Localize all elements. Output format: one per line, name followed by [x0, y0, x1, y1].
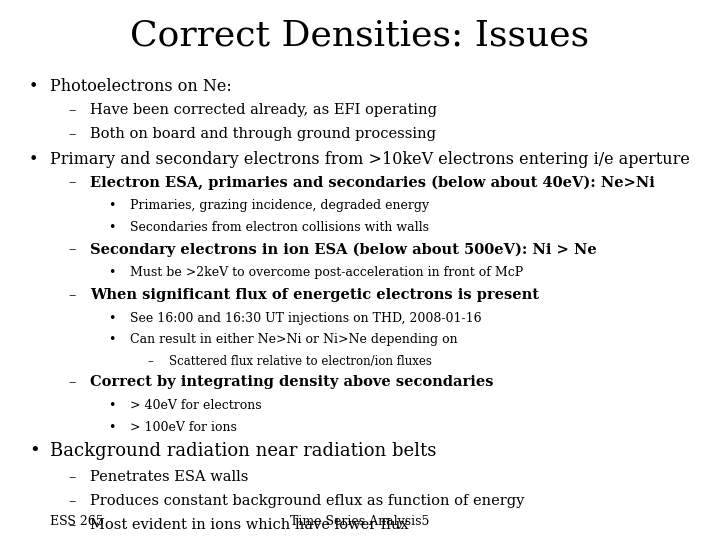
- Text: > 100eV for ions: > 100eV for ions: [130, 421, 236, 434]
- Text: •: •: [29, 151, 38, 167]
- Text: Correct by integrating density above secondaries: Correct by integrating density above sec…: [90, 375, 493, 389]
- Text: •: •: [108, 266, 115, 279]
- Text: –: –: [68, 470, 76, 484]
- Text: Must be >2keV to overcome post-acceleration in front of McP: Must be >2keV to overcome post-accelerat…: [130, 266, 523, 279]
- Text: Most evident in ions which have lower flux: Most evident in ions which have lower fl…: [90, 518, 409, 532]
- Text: •: •: [108, 199, 115, 212]
- Text: •: •: [29, 442, 40, 460]
- Text: Time Series Analysis5: Time Series Analysis5: [290, 515, 430, 528]
- Text: Both on board and through ground processing: Both on board and through ground process…: [90, 127, 436, 141]
- Text: Have been corrected already, as EFI operating: Have been corrected already, as EFI oper…: [90, 103, 437, 117]
- Text: Scattered flux relative to electron/ion fluxes: Scattered flux relative to electron/ion …: [169, 355, 432, 368]
- Text: Penetrates ESA walls: Penetrates ESA walls: [90, 470, 248, 484]
- Text: > 40eV for electrons: > 40eV for electrons: [130, 399, 261, 412]
- Text: •: •: [29, 78, 38, 95]
- Text: –: –: [68, 127, 76, 141]
- Text: –: –: [68, 103, 76, 117]
- Text: Primary and secondary electrons from >10keV electrons entering i/e aperture: Primary and secondary electrons from >10…: [50, 151, 690, 167]
- Text: –: –: [68, 288, 76, 302]
- Text: –: –: [68, 375, 76, 389]
- Text: –: –: [68, 176, 76, 190]
- Text: Produces constant background eflux as function of energy: Produces constant background eflux as fu…: [90, 494, 524, 508]
- Text: When significant flux of energetic electrons is present: When significant flux of energetic elect…: [90, 288, 539, 302]
- Text: Secondaries from electron collisions with walls: Secondaries from electron collisions wit…: [130, 221, 428, 234]
- Text: ESS 265: ESS 265: [50, 515, 104, 528]
- Text: –: –: [68, 242, 76, 256]
- Text: Primaries, grazing incidence, degraded energy: Primaries, grazing incidence, degraded e…: [130, 199, 428, 212]
- Text: •: •: [108, 421, 115, 434]
- Text: •: •: [108, 221, 115, 234]
- Text: •: •: [108, 333, 115, 346]
- Text: •: •: [108, 399, 115, 412]
- Text: Can result in either Ne>Ni or Ni>Ne depending on: Can result in either Ne>Ni or Ni>Ne depe…: [130, 333, 457, 346]
- Text: –: –: [68, 518, 76, 532]
- Text: Photoelectrons on Ne:: Photoelectrons on Ne:: [50, 78, 232, 95]
- Text: See 16:00 and 16:30 UT injections on THD, 2008-01-16: See 16:00 and 16:30 UT injections on THD…: [130, 312, 481, 325]
- Text: •: •: [108, 312, 115, 325]
- Text: Electron ESA, primaries and secondaries (below about 40eV): Ne>Ni: Electron ESA, primaries and secondaries …: [90, 176, 655, 190]
- Text: –: –: [68, 494, 76, 508]
- Text: –: –: [148, 355, 153, 368]
- Text: Correct Densities: Issues: Correct Densities: Issues: [130, 19, 590, 53]
- Text: Secondary electrons in ion ESA (below about 500eV): Ni > Ne: Secondary electrons in ion ESA (below ab…: [90, 242, 597, 257]
- Text: Background radiation near radiation belts: Background radiation near radiation belt…: [50, 442, 437, 460]
